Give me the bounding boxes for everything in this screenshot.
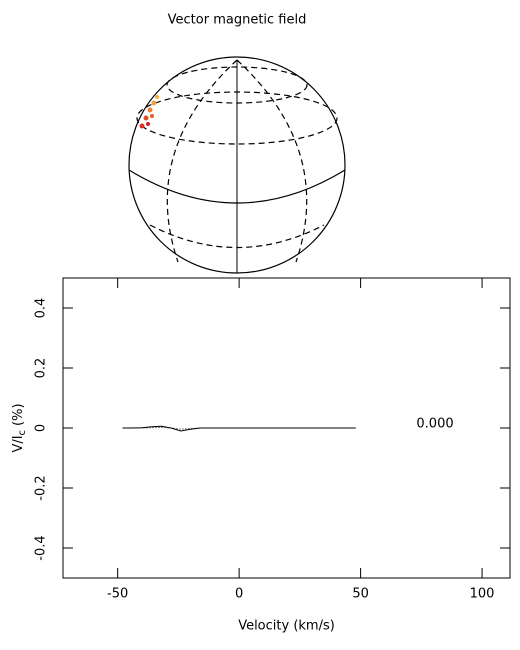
y-tick-label: -0.4 xyxy=(34,535,49,560)
y-label-main: V/I xyxy=(11,435,26,452)
spot xyxy=(151,100,157,106)
x-tick-label: 50 xyxy=(352,587,369,602)
y-tick-label: 0.2 xyxy=(34,358,49,379)
y-axis-label: V/Ic (%) xyxy=(11,403,29,452)
sphere xyxy=(128,56,346,274)
meridian xyxy=(236,59,308,263)
y-tick-label: 0.4 xyxy=(34,298,49,319)
series-line xyxy=(122,425,356,432)
spot xyxy=(146,122,150,126)
x-axis-label: Velocity (km/s) xyxy=(238,619,335,634)
spot xyxy=(147,107,153,113)
spot xyxy=(155,95,159,99)
chart-title: Vector magnetic field xyxy=(168,13,307,28)
annotation: 0.000 xyxy=(416,417,453,432)
spot xyxy=(143,115,149,121)
y-tick-label: 0 xyxy=(34,424,49,432)
x-tick-label: -50 xyxy=(107,587,128,602)
spot xyxy=(150,114,154,118)
y-tick-label: -0.2 xyxy=(34,475,49,500)
spot xyxy=(139,123,145,129)
y-label-unit: (%) xyxy=(11,403,26,426)
x-tick-label: 100 xyxy=(470,587,495,602)
y-label-subscript: c xyxy=(17,430,28,436)
meridian xyxy=(166,59,238,263)
x-tick-label: 0 xyxy=(235,587,243,602)
field-spots xyxy=(139,95,159,129)
